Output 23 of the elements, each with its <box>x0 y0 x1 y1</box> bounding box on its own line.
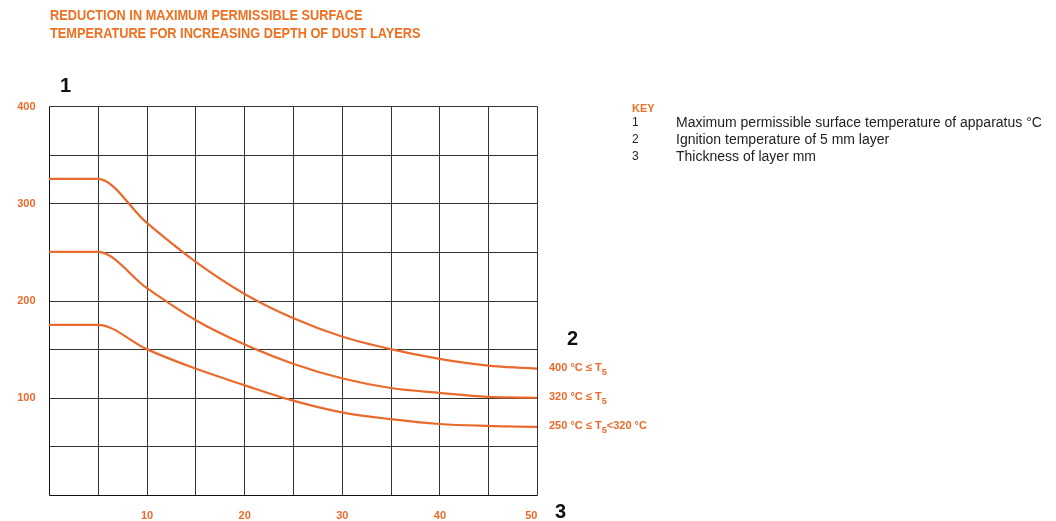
x-tick-label: 50 <box>525 508 538 521</box>
line-series <box>47 250 539 399</box>
x-tick-label: 40 <box>433 508 447 521</box>
line-series <box>47 177 539 370</box>
x-tick-label: 30 <box>336 508 349 521</box>
chart-title: REDUCTION IN MAXIMUM PERMISSIBLE SURFACE TEMPERATURE FOR INCREASING DEPTH OF DUST LAYERS <box>50 6 421 42</box>
text: KEY <box>632 102 656 114</box>
x-axis-title: 3 <box>555 500 567 521</box>
y-tick-label: 400 <box>17 99 36 112</box>
y-tick-label: 200 <box>17 294 36 306</box>
y-tick-label: 300 <box>17 196 36 209</box>
text: 2 Ignition temperature of 5 mm layer <box>632 131 890 147</box>
x-tick-label: 20 <box>238 508 251 521</box>
y-tick-label: 100 <box>17 391 36 404</box>
legend-title: 2 <box>567 326 579 350</box>
series-label: 250 °C ≤ T$_{5}$<320 °C <box>549 419 647 435</box>
text: 1 Maximum permissible surface temperature of apparatus °C <box>632 114 1042 130</box>
y-axis-title: 1 <box>60 74 72 97</box>
series-label: 400 °C ≤ T$_{5}$ <box>549 360 607 377</box>
x-tick-label: 10 <box>140 508 154 521</box>
text: 3 Thickness of layer mm <box>632 148 817 164</box>
series-label: 320 °C ≤ T$_{5}$ <box>549 390 607 406</box>
line-series <box>47 323 539 429</box>
